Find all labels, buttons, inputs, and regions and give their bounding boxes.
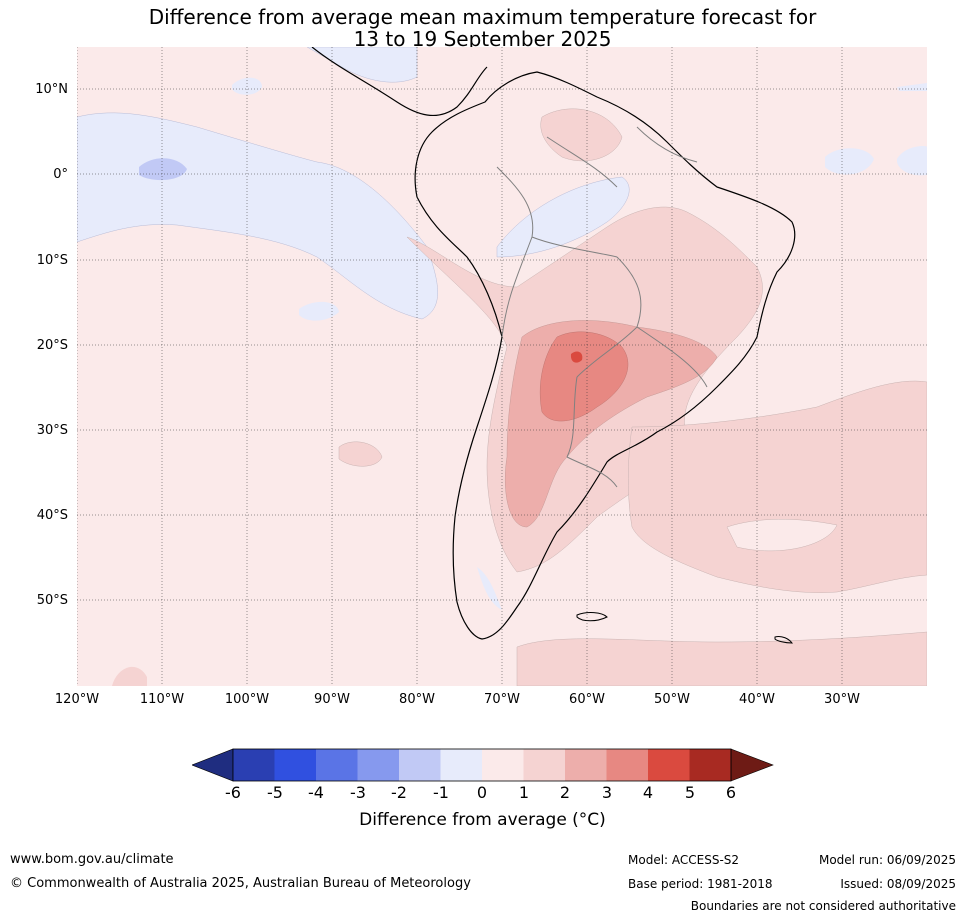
colorbar-extend-low	[192, 748, 234, 782]
map-gridlines	[77, 47, 927, 686]
colorbar-tick: -5	[267, 783, 283, 802]
lon-label-60w: 60°W	[569, 692, 605, 707]
cool-anomaly-region-small-2	[299, 301, 339, 321]
temperature-anomaly-map	[77, 47, 927, 686]
warm-anomaly-region-1-to-2-atlantic	[628, 380, 927, 593]
footer-base-period: Base period: 1981-2018	[628, 877, 773, 891]
colorbar-bin	[482, 749, 524, 781]
colorbar-tick: -6	[225, 783, 241, 802]
footer-issued: Issued: 08/09/2025	[840, 877, 956, 891]
colorbar-bin	[399, 749, 441, 781]
colorbar-label: Difference from average (°C)	[359, 810, 606, 830]
colorbar-tick: 0	[476, 783, 488, 802]
cool-anomaly-region-atlantic-1	[825, 148, 874, 175]
footer-url[interactable]: www.bom.gov.au/climate	[10, 852, 174, 867]
cool-anomaly-core	[139, 158, 187, 181]
cool-anomaly-region-amazon	[496, 176, 630, 258]
lon-label-40w: 40°W	[739, 692, 775, 707]
warm-anomaly-region-3-to-4	[539, 331, 629, 422]
colorbar	[192, 748, 774, 782]
warm-anomaly-region-4-to-5	[570, 351, 583, 363]
colorbar-bin	[565, 749, 607, 781]
south-georgia-island	[774, 636, 794, 644]
colorbar-tick: -3	[350, 783, 366, 802]
colorbar-bin	[440, 749, 482, 781]
colorbar-bin	[274, 749, 316, 781]
colorbar-bin	[357, 749, 399, 781]
lon-label-100w: 100°W	[224, 692, 270, 707]
footer-model: Model: ACCESS-S2	[628, 853, 740, 867]
colorbar-tick: -4	[308, 783, 324, 802]
colorbar-tick: 4	[642, 783, 654, 802]
colorbar-tick: 3	[601, 783, 613, 802]
colorbar-tick: 6	[725, 783, 737, 802]
colorbar-tick: 2	[559, 783, 571, 802]
colorbar-extend-high	[730, 748, 774, 782]
colorbar-bin	[523, 749, 565, 781]
colorbar-tick: -1	[433, 783, 449, 802]
colorbar-bin	[606, 749, 648, 781]
lat-label-30s: 30°S	[36, 423, 68, 438]
lon-label-90w: 90°W	[314, 692, 350, 707]
warm-anomaly-region-1-to-2-southwest	[338, 441, 383, 467]
lon-label-70w: 70°W	[484, 692, 520, 707]
colorbar-tick: 1	[518, 783, 530, 802]
falkland-islands	[576, 612, 608, 622]
lon-label-50w: 50°W	[654, 692, 690, 707]
lat-label-10n: 10°N	[35, 82, 68, 97]
lon-label-110w: 110°W	[139, 692, 185, 707]
footer-copyright: © Commonwealth of Australia 2025, Austra…	[10, 876, 471, 891]
colorbar-tick: 5	[684, 783, 696, 802]
colorbar-frame	[232, 748, 732, 782]
warm-anomaly-region-1-to-2-south	[516, 631, 927, 686]
lat-label-0: 0°	[53, 167, 68, 182]
colorbar-bin	[233, 749, 275, 781]
lat-label-40s: 40°S	[36, 508, 68, 523]
warm-anomaly-region-1-to-2-north	[540, 108, 623, 162]
colorbar-bin	[689, 749, 731, 781]
cool-anomaly-region-patagonia	[477, 567, 502, 610]
map-title-line-1: Difference from average mean maximum tem…	[148, 5, 817, 29]
footer-disclaimer: Boundaries are not considered authoritat…	[690, 899, 956, 913]
cool-anomaly-region-atlantic-3	[897, 83, 927, 91]
lon-label-30w: 30°W	[824, 692, 860, 707]
lon-label-120w: 120°W	[54, 692, 100, 707]
colorbar-tick: -2	[391, 783, 407, 802]
warm-anomaly-region-1-to-2-southwest-corner	[112, 666, 147, 686]
south-america-coastline	[414, 71, 796, 640]
lat-label-50s: 50°S	[36, 593, 68, 608]
colorbar-bin	[316, 749, 358, 781]
lat-label-10s: 10°S	[36, 253, 68, 268]
country-borders	[496, 126, 708, 488]
map-title-line-2: 13 to 19 September 2025	[353, 27, 612, 51]
footer-model-run: Model run: 06/09/2025	[818, 853, 956, 867]
colorbar-bin	[648, 749, 690, 781]
neutral-pocket-atlantic	[726, 518, 838, 552]
lat-label-20s: 20°S	[36, 338, 68, 353]
cool-anomaly-region-atlantic-2	[897, 146, 927, 176]
central-america-coastline	[311, 47, 488, 116]
lon-label-80w: 80°W	[399, 692, 435, 707]
